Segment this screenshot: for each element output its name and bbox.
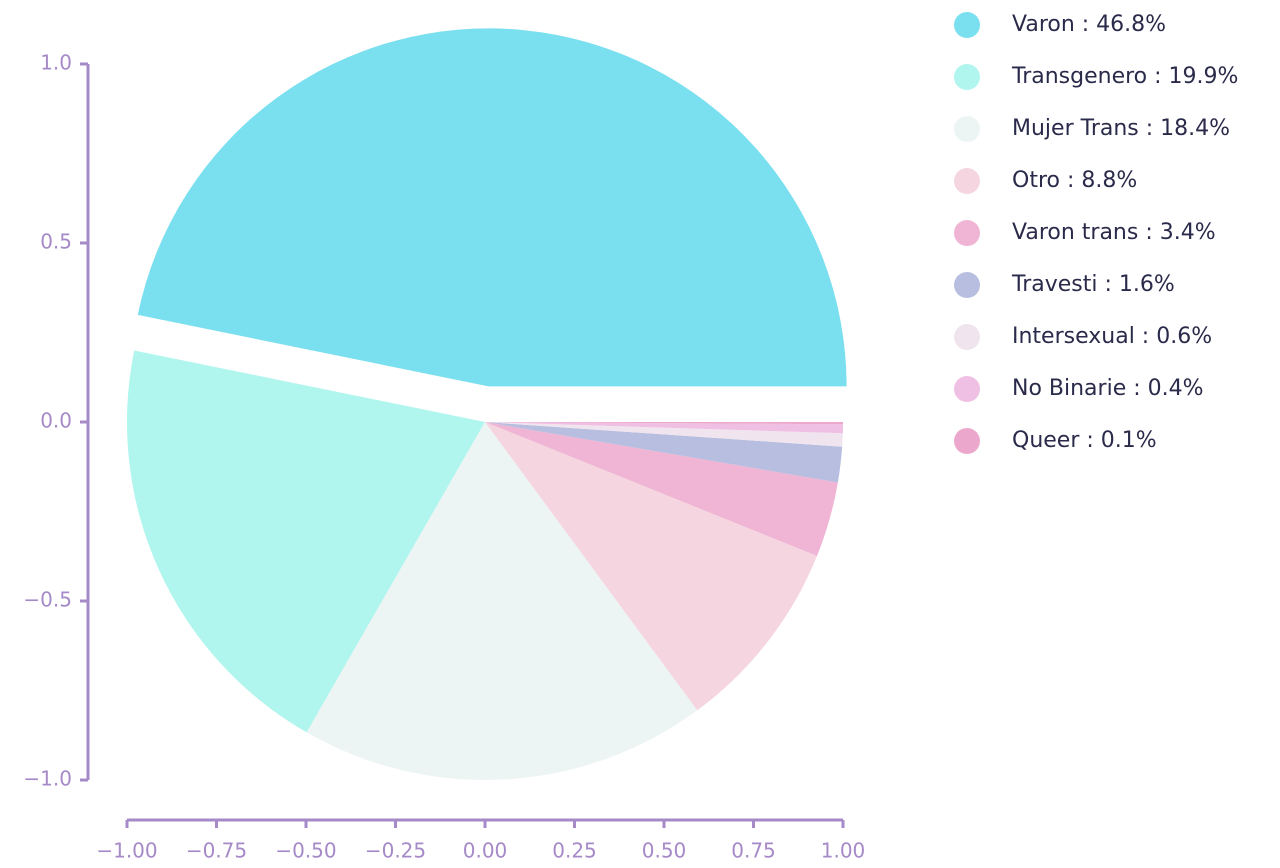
legend-label: Transgenero : 19.9% <box>1011 64 1238 89</box>
legend-label: Queer : 0.1% <box>1012 428 1157 453</box>
x-tick-label: 0.00 <box>463 839 508 863</box>
legend-marker <box>954 116 980 142</box>
x-tick-label: −1.00 <box>96 839 157 863</box>
x-tick-label: 0.50 <box>642 839 687 863</box>
y-tick-label: 0.5 <box>40 230 72 254</box>
pie-slice <box>485 422 843 447</box>
legend-marker <box>954 220 980 246</box>
pie-slice <box>485 422 818 711</box>
legend-marker <box>954 168 980 194</box>
pie-slice <box>137 28 847 387</box>
legend-marker <box>954 428 980 454</box>
pie-slice <box>126 350 485 733</box>
legend-label: No Binarie : 0.4% <box>1012 376 1204 401</box>
legend-label: Otro : 8.8% <box>1012 168 1137 193</box>
x-tick-label: −0.25 <box>365 839 426 863</box>
pie-slice <box>485 422 838 556</box>
legend-label: Mujer Trans : 18.4% <box>1012 116 1230 141</box>
x-tick-label: 0.25 <box>552 839 597 863</box>
legend-label: Varon trans : 3.4% <box>1012 220 1216 245</box>
legend-marker <box>954 376 980 402</box>
legend-marker <box>954 272 980 298</box>
x-tick-label: −0.50 <box>275 839 336 863</box>
pie-slice <box>485 422 843 425</box>
legend-marker <box>954 64 980 90</box>
y-tick-label: −0.5 <box>23 588 72 612</box>
x-tick-label: −0.75 <box>186 839 247 863</box>
legend-label: Varon : 46.8% <box>1012 12 1166 37</box>
y-tick-label: 1.0 <box>40 51 72 75</box>
x-tick-label: 1.00 <box>821 839 866 863</box>
pie-slice <box>306 422 698 780</box>
x-tick-label: 0.75 <box>731 839 776 863</box>
legend-marker <box>954 324 980 350</box>
legend-marker <box>954 12 980 38</box>
y-tick-label: 0.0 <box>40 409 72 433</box>
legend-label: Travesti : 1.6% <box>1011 272 1175 297</box>
pie-slice <box>485 422 843 483</box>
pie-slice <box>485 422 843 434</box>
y-tick-label: −1.0 <box>23 767 72 791</box>
legend-label: Intersexual : 0.6% <box>1012 324 1212 349</box>
